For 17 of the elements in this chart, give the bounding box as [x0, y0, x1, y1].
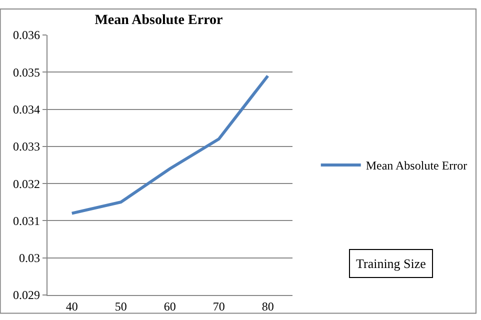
x-tick-label: 40 [66, 299, 78, 314]
y-tick-label: 0.035 [12, 65, 40, 80]
x-tick-label: 50 [114, 299, 127, 314]
y-tick-label: 0.031 [12, 214, 40, 228]
y-tick-label: 0.029 [12, 288, 40, 302]
line-series [70, 74, 270, 215]
y-tick-label: 0.034 [12, 102, 40, 116]
x-axis-title: Training Size [356, 256, 426, 271]
chart-title: Mean Absolute Error [94, 13, 223, 28]
y-tick-label: 0.033 [12, 140, 40, 154]
x-tick-label: 60 [164, 299, 176, 314]
y-tick-label: 0.032 [12, 176, 40, 191]
x-tick-label: 70 [212, 299, 225, 314]
legend-label: Mean Absolute Error [366, 158, 468, 173]
y-tick-label: 0.036 [12, 28, 40, 42]
x-tick-label: 80 [262, 299, 274, 314]
y-tick-label: 0.03 [18, 251, 40, 266]
